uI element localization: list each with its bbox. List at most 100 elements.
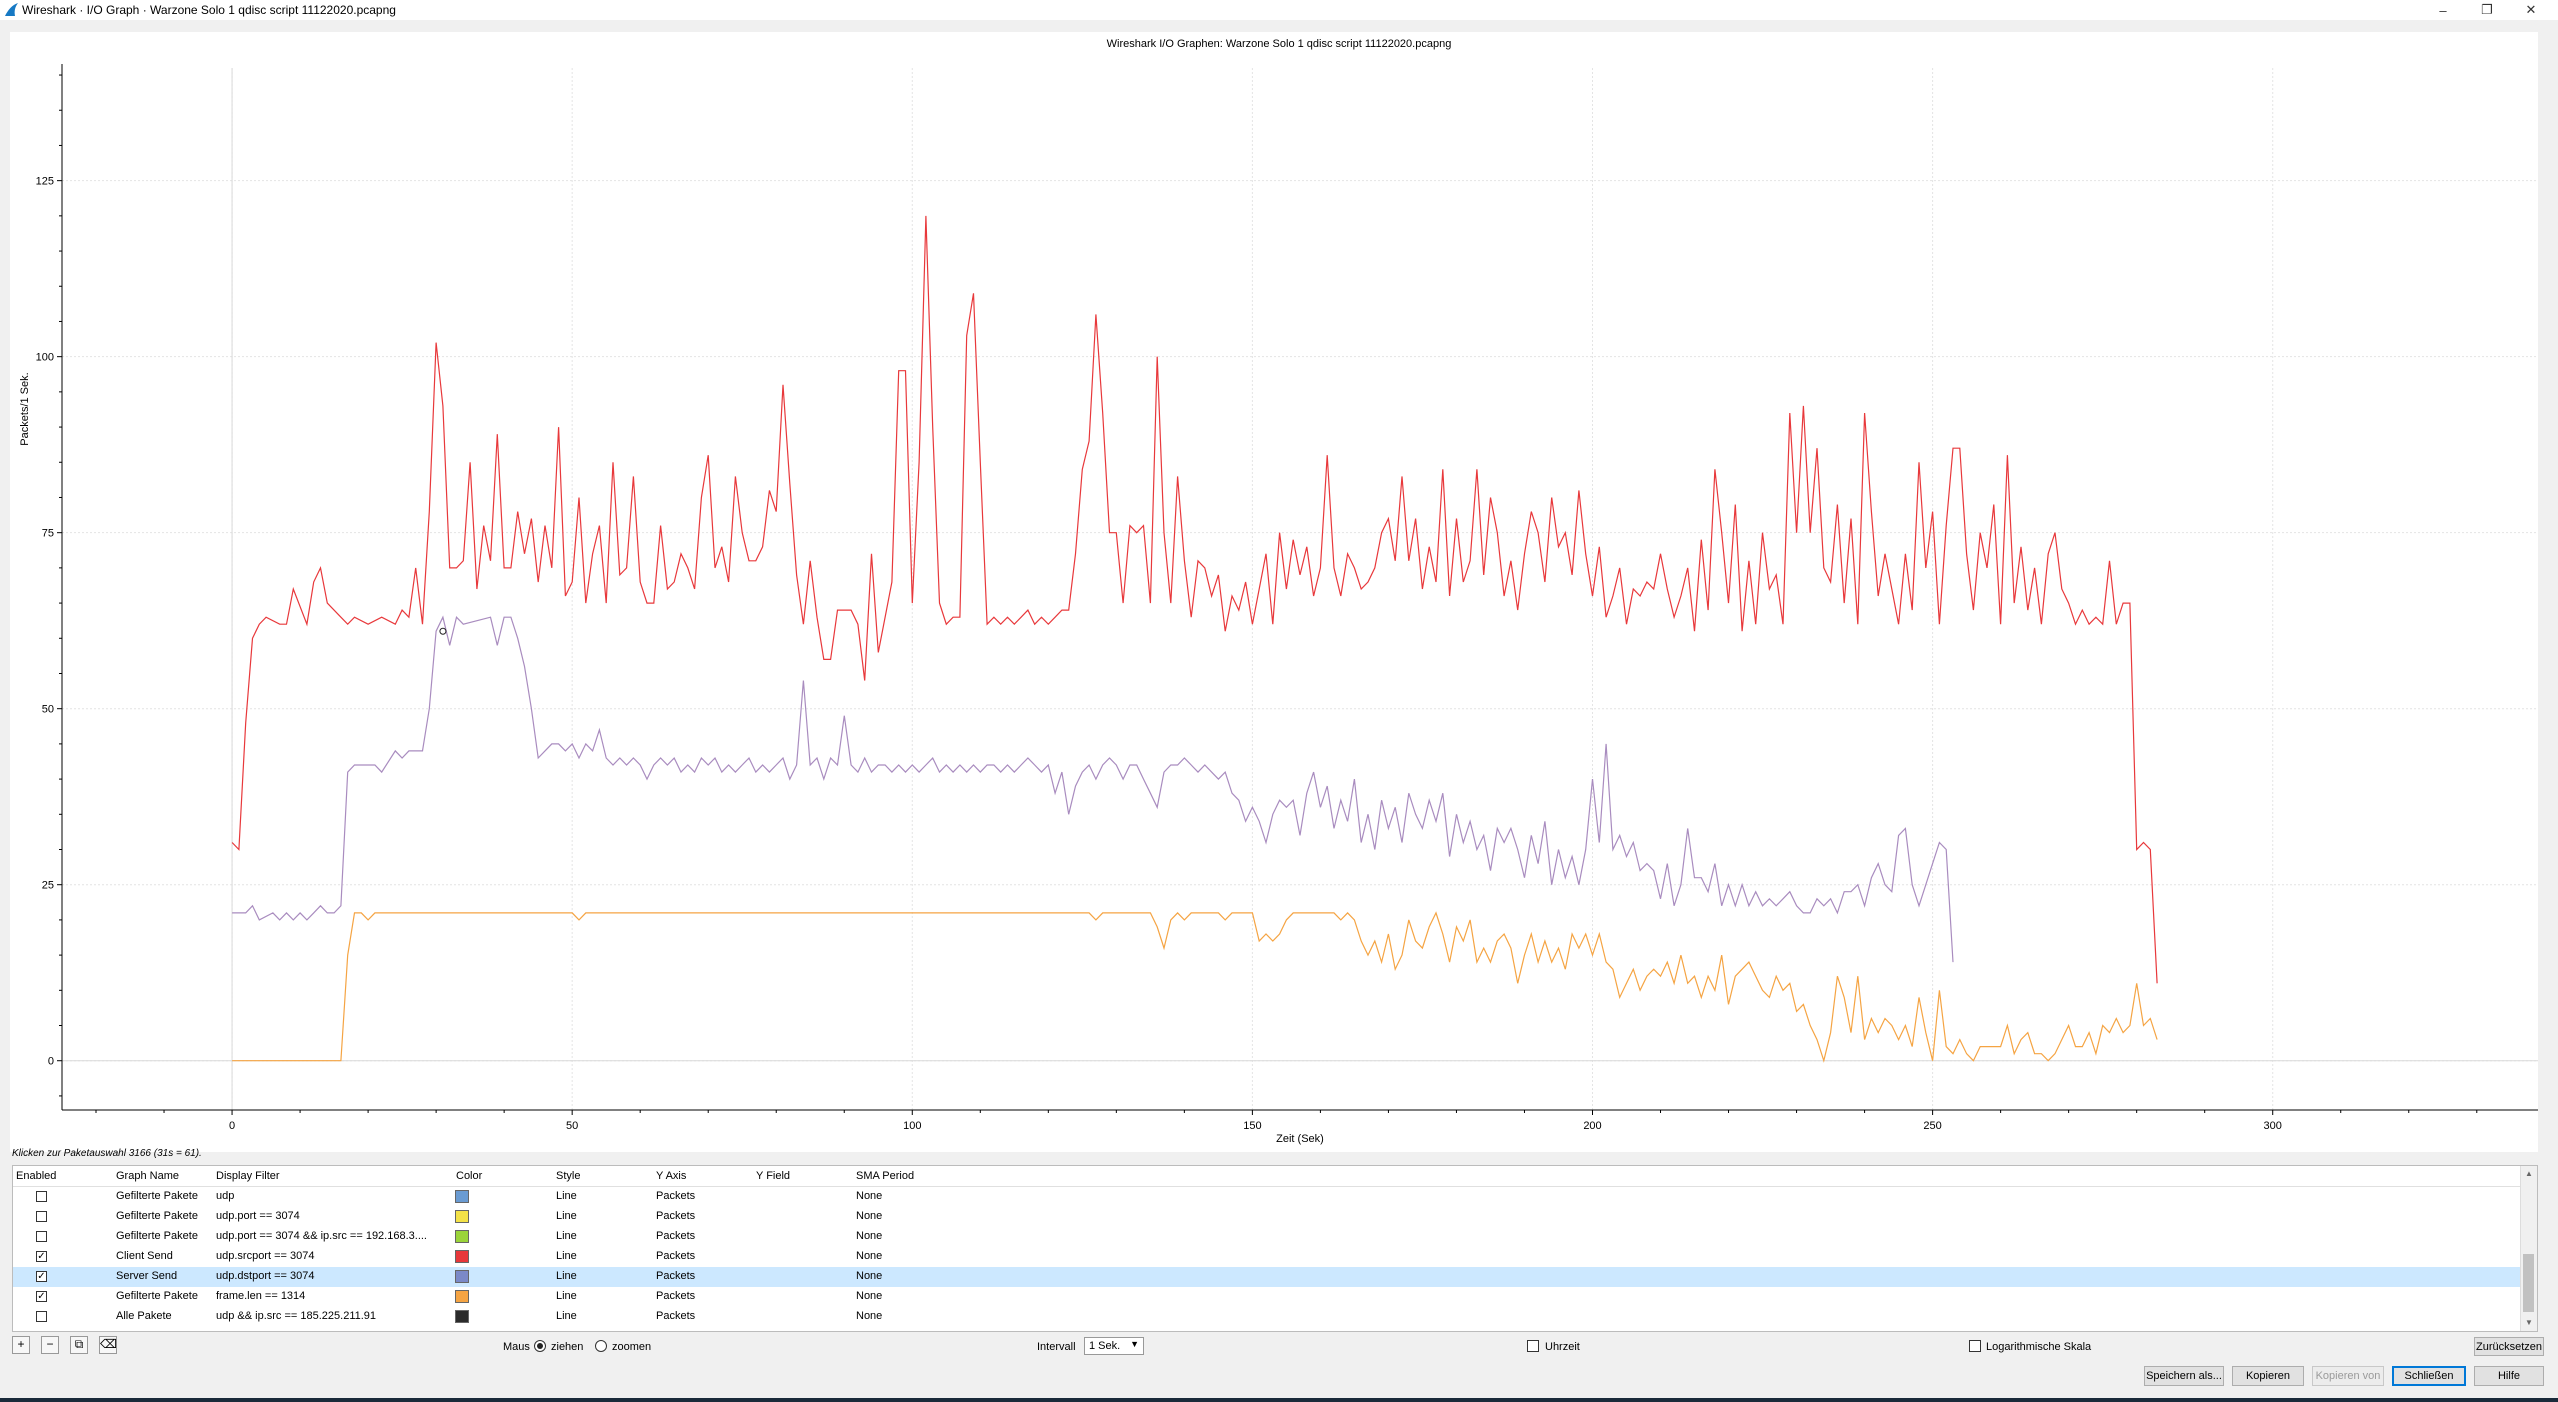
time-of-day-label[interactable]: Uhrzeit — [1545, 1341, 1580, 1353]
y-axis-cell[interactable]: Packets — [656, 1230, 696, 1242]
enabled-checkbox[interactable] — [36, 1231, 47, 1242]
table-row[interactable]: ✓ Gefilterte Pakete frame.len == 1314 Line P… — [13, 1287, 2529, 1307]
color-swatch[interactable] — [455, 1230, 469, 1243]
hover-marker — [439, 627, 447, 635]
status-hint: Klicken zur Paketauswahl 3166 (31s = 61)… — [12, 1148, 202, 1159]
time-of-day-checkbox[interactable] — [1527, 1340, 1539, 1352]
mouse-zoom-radio[interactable] — [595, 1340, 607, 1352]
enabled-checkbox[interactable]: ✓ — [36, 1271, 47, 1282]
display-filter-cell[interactable]: udp.dstport == 3074 — [216, 1270, 315, 1282]
mouse-zoom-label[interactable]: zoomen — [612, 1341, 652, 1353]
style-cell[interactable]: Line — [556, 1230, 577, 1242]
table-row[interactable]: Gefilterte Pakete udp Line Packets None — [13, 1187, 2529, 1207]
mouse-drag-label[interactable]: ziehen — [551, 1341, 584, 1353]
copy-button[interactable]: Kopieren — [2232, 1366, 2304, 1386]
log-scale-label[interactable]: Logarithmische Skala — [1986, 1341, 2092, 1353]
col-graph-name[interactable]: Graph Name — [116, 1170, 179, 1182]
col-display-filter[interactable]: Display Filter — [216, 1170, 280, 1182]
graph-name-cell[interactable]: Gefilterte Pakete — [116, 1230, 198, 1242]
display-filter-cell[interactable]: frame.len == 1314 — [216, 1290, 306, 1302]
sma-period-cell[interactable]: None — [856, 1310, 883, 1322]
close-button[interactable]: Schließen — [2392, 1366, 2466, 1386]
graph-name-cell[interactable]: Gefilterte Pakete — [116, 1210, 198, 1222]
table-row[interactable]: ✓ Server Send udp.dstport == 3074 Line Packe… — [13, 1267, 2529, 1287]
col-sma-period[interactable]: SMA Period — [856, 1170, 915, 1182]
sma-period-cell[interactable]: None — [856, 1250, 883, 1262]
y-axis-cell[interactable]: Packets — [656, 1310, 696, 1322]
scroll-down-icon[interactable]: ▼ — [2525, 1318, 2533, 1327]
interval-select[interactable]: 1 Sek. ▼ — [1084, 1337, 1144, 1355]
y-axis-cell[interactable]: Packets — [656, 1270, 696, 1282]
enabled-checkbox[interactable] — [36, 1311, 47, 1322]
display-filter-cell[interactable]: udp.port == 3074 — [216, 1210, 300, 1222]
enabled-checkbox[interactable] — [36, 1191, 47, 1202]
col-enabled[interactable]: Enabled — [16, 1170, 57, 1182]
minimize-button[interactable]: – — [2439, 2, 2447, 18]
style-cell[interactable]: Line — [556, 1290, 577, 1302]
sma-period-cell[interactable]: None — [856, 1190, 883, 1202]
graph-name-cell[interactable]: Server Send — [116, 1270, 178, 1282]
add-graph-button[interactable]: + — [12, 1336, 30, 1354]
reset-button[interactable]: Zurücksetzen — [2474, 1337, 2544, 1356]
style-cell[interactable]: Line — [556, 1190, 577, 1202]
enabled-checkbox[interactable]: ✓ — [36, 1251, 47, 1262]
remove-graph-button[interactable]: − — [41, 1336, 59, 1354]
interval-value: 1 Sek. — [1089, 1340, 1121, 1352]
y-axis-cell[interactable]: Packets — [656, 1290, 696, 1302]
help-button[interactable]: Hilfe — [2474, 1366, 2544, 1386]
style-cell[interactable]: Line — [556, 1310, 577, 1322]
log-scale-checkbox[interactable] — [1969, 1340, 1981, 1352]
style-cell[interactable]: Line — [556, 1250, 577, 1262]
sma-period-cell[interactable]: None — [856, 1230, 883, 1242]
sma-period-cell[interactable]: None — [856, 1270, 883, 1282]
io-graph-chart[interactable]: 0 50 100 150 200 250 300 0 25 50 75 100 125 Zeit (Sek… — [0, 0, 2558, 1150]
color-swatch[interactable] — [455, 1270, 469, 1283]
col-color[interactable]: Color — [456, 1170, 483, 1182]
color-swatch[interactable] — [455, 1250, 469, 1263]
enabled-checkbox[interactable]: ✓ — [36, 1291, 47, 1302]
save-as-button[interactable]: Speichern als... — [2144, 1366, 2224, 1386]
graph-name-cell[interactable]: Client Send — [116, 1250, 173, 1262]
mouse-drag-radio[interactable] — [534, 1340, 546, 1352]
table-row[interactable]: Gefilterte Pakete udp.port == 3074 && ip.… — [13, 1227, 2529, 1247]
color-swatch[interactable] — [455, 1190, 469, 1203]
mouse-mode-label: Maus — [503, 1341, 530, 1353]
duplicate-graph-button[interactable]: ⧉ — [70, 1336, 88, 1354]
graph-name-cell[interactable]: Alle Pakete — [116, 1310, 172, 1322]
copy-from-button[interactable]: Kopieren von — [2312, 1366, 2384, 1386]
table-row[interactable]: Alle Pakete udp && ip.src == 185.225.211.… — [13, 1307, 2529, 1327]
sma-period-cell[interactable]: None — [856, 1290, 883, 1302]
display-filter-cell[interactable]: udp && ip.src == 185.225.211.91 — [216, 1310, 377, 1322]
table-row[interactable]: ✓ Client Send udp.srcport == 3074 Line Packe… — [13, 1247, 2529, 1267]
graph-table[interactable]: Enabled Graph Name Display Filter Color … — [12, 1165, 2538, 1332]
x-tick-label: 0 — [229, 1120, 235, 1132]
x-axis-label: Zeit (Sek) — [1276, 1133, 1324, 1145]
col-y-axis[interactable]: Y Axis — [656, 1170, 687, 1182]
display-filter-cell[interactable]: udp.srcport == 3074 — [216, 1250, 315, 1262]
color-swatch[interactable] — [455, 1310, 469, 1323]
table-row[interactable]: Gefilterte Pakete udp.port == 3074 Line Pac… — [13, 1207, 2529, 1227]
scroll-up-icon[interactable]: ▲ — [2525, 1169, 2533, 1178]
y-axis-cell[interactable]: Packets — [656, 1190, 696, 1202]
y-axis-cell[interactable]: Packets — [656, 1210, 696, 1222]
style-cell[interactable]: Line — [556, 1210, 577, 1222]
close-window-button[interactable]: ✕ — [2525, 2, 2537, 17]
enabled-checkbox[interactable] — [36, 1211, 47, 1222]
graph-name-cell[interactable]: Gefilterte Pakete — [116, 1290, 198, 1302]
restore-button[interactable]: ❐ — [2481, 2, 2493, 17]
table-scrollbar[interactable]: ▲ ▼ — [2520, 1166, 2537, 1331]
sma-period-cell[interactable]: None — [856, 1210, 883, 1222]
display-filter-cell[interactable]: udp — [216, 1190, 235, 1202]
display-filter-cell[interactable]: udp.port == 3074 && ip.src == 192.168.3.… — [216, 1230, 427, 1242]
scroll-thumb[interactable] — [2523, 1254, 2534, 1312]
y-tick-label: 0 — [48, 1056, 54, 1068]
clear-graphs-button[interactable]: ⌫ — [99, 1336, 117, 1354]
y-axis-cell[interactable]: Packets — [656, 1250, 696, 1262]
color-swatch[interactable] — [455, 1210, 469, 1223]
color-swatch[interactable] — [455, 1290, 469, 1303]
col-style[interactable]: Style — [556, 1170, 581, 1182]
col-y-field[interactable]: Y Field — [756, 1170, 791, 1182]
io-graph-plot-area[interactable] — [10, 32, 2538, 1152]
graph-name-cell[interactable]: Gefilterte Pakete — [116, 1190, 198, 1202]
style-cell[interactable]: Line — [556, 1270, 577, 1282]
